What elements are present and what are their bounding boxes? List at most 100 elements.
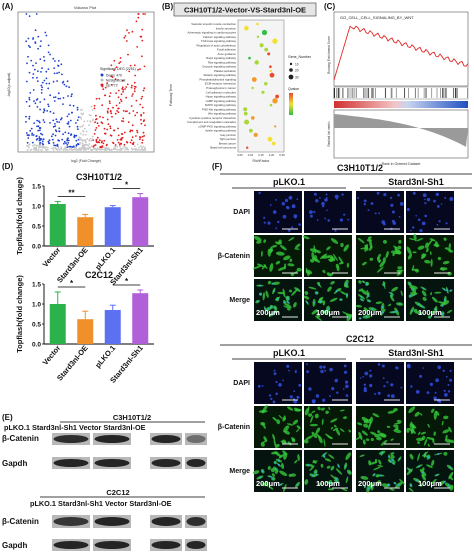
panel-e-label: (E) [2,413,13,422]
if-image-dapi [304,362,352,404]
kegg-term-label: Adrenergic signaling in cardiomyocytes [187,31,236,35]
gsea-hit-ticks [333,86,469,100]
if-image-merge [356,279,404,321]
gsea-ranked-metric [334,114,468,147]
if-title-top: C3H10T1/2 [337,163,383,173]
if-scale-label: 100μm [316,479,340,488]
blot-band [151,459,181,467]
volcano-legend: Significant DEG (2251) Down: 479 NoSigni… [100,67,136,88]
kegg-title: C3H10T1/2-Vector-VS-Stard3nl-OE [184,6,306,15]
chart-ytick: 0.5 [32,224,41,231]
kegg-term-labels: Vascular smooth muscle contractionInsuli… [187,22,237,150]
kegg-term-label: Gap junction [220,133,236,137]
blot-lanes-top: pLKO.1 Stard3nl-Sh1 Vector Stard3nl-OE [4,423,146,432]
kegg-bubble [259,43,264,48]
panel-d-label: (D) [2,162,13,171]
chart-ylabel: Topflash(fold change) [15,275,24,353]
if-scale-label: 100μm [418,308,442,317]
volcano-legend-up: Up: 772 [106,84,118,88]
kegg-bubble [243,111,248,116]
kegg-bubble [267,136,273,142]
chart-bar [104,207,121,246]
blot-row-bcatenin-bottom: β-Catenin [2,517,39,526]
blot-band [186,541,206,549]
chart-ytick: 1.0 [32,302,41,309]
kegg-bubble [249,128,253,133]
chart-significance-label: ** [68,189,75,198]
panel-f-label: (F) [212,162,223,171]
gsea-plot: (C) GO_CELL_CELL_SIGNALING_BY_WNT Runnin… [324,2,469,166]
kegg-bubble [251,77,257,82]
blot-band [53,517,89,526]
topflash-chart-c2c12: C2C12 Topflash(fold change) 0.0 0.5 1.0 1.5 Ve… [15,270,154,385]
chart-ytick: 1.0 [32,204,41,211]
kegg-bubble [256,22,259,26]
if-row-label: β-Catenin [218,424,250,431]
chart-significance-label: * [125,277,129,286]
panel-a-label: (A) [2,2,13,11]
kegg-xtick: 0.05 [237,153,243,157]
if-scale-label: 200μm [358,308,382,317]
gsea-xlabel: Rank in Ordered Dataset [382,162,421,166]
kegg-xtick: 0.20 [269,153,275,157]
if-image-merge [356,450,404,492]
blot-row-gapdh-top: Gapdh [2,459,27,468]
kegg-term-label: Hippo signaling pathway [206,95,237,99]
blot-band [151,435,181,443]
if-row-label: DAPI [233,380,250,387]
kegg-xtick: 0.15 [258,153,264,157]
kegg-bubble [269,65,272,68]
kegg-term-label: Wnt signaling pathway [208,112,237,116]
volcano-ylabel: -log10(p-adjust) [7,73,11,98]
chart-bar [77,217,94,246]
chart-ylabel: Topflash(fold change) [15,177,24,255]
chart-category-label: pLKO.1 [93,246,117,272]
kegg-bubble [246,146,249,149]
kegg-bubble-plot: (B) C3H10T1/2-Vector-VS-Stard3nl-OE Vasc… [162,2,317,163]
if-row-label: β-Catenin [218,253,250,260]
blot-band [94,517,130,526]
kegg-bubble [256,35,260,38]
kegg-bubble [261,90,265,94]
chart-significance-label: * [125,181,129,190]
if-title-bottom: C2C12 [346,334,374,344]
kegg-term-label: cAMP signaling pathway [206,99,237,103]
gsea-title: GO_CELL_CELL_SIGNALING_BY_WNT [340,15,414,20]
kegg-xtick: 0.10 [248,153,254,157]
kegg-bubble [274,125,277,128]
kegg-term-label: ECM-receptor interaction [205,82,237,86]
blot-band [151,541,181,549]
chart-bar [132,293,149,344]
volcano-legend-ns: NoSignificant [106,79,126,83]
if-row-label: DAPI [233,209,250,216]
kegg-term-label: Proteoglycans in cancer [206,86,236,90]
blot-band [94,459,130,467]
if-image-dapi [356,191,404,233]
blot-band [186,459,206,467]
chart-ytick: 1.5 [32,282,41,289]
panel-b-label: (B) [162,2,173,11]
kegg-term-label: Regulation of actin cytoskeleton [197,43,237,47]
kegg-term-label: Rap1 signaling pathway [206,56,236,60]
kegg-bubble [253,132,258,137]
blot-band [151,517,181,526]
kegg-bubble [269,72,275,78]
if-image-grid-top: DAPI β-Catenin Merge 200μm 100μm 200μm 100μm [218,191,454,322]
if-scale-label: 200μm [256,479,280,488]
kegg-term-label: cGMP-PKG signaling pathway [198,124,236,128]
if-image-grid-bottom: DAPI β-Catenin Merge 200μm 100μm 200μm 100μm [218,362,455,493]
kegg-legend-color-title: Qvalue [288,87,299,91]
topflash-charts: (D) C3H10T1/2 Topflash(fold change) 0.0 0.5… [2,162,154,385]
if-image-dapi [406,362,454,404]
kegg-bubble [244,119,250,125]
kegg-term-label: Complement and coagulation cascades [187,120,237,124]
chart-ytick: 0.0 [32,244,41,251]
chart-bar [104,310,121,344]
if-row-label: Merge [229,297,250,304]
if-row-label: Merge [229,468,250,475]
kegg-bubble [251,116,255,120]
immunofluorescence: (F) C3H10T1/2 pLKO.1 Stard3nl-Sh1 DAPI β-… [212,162,472,493]
kegg-bubble [264,82,268,86]
blot-lane [185,433,207,445]
blot-membrane-top [52,433,207,469]
